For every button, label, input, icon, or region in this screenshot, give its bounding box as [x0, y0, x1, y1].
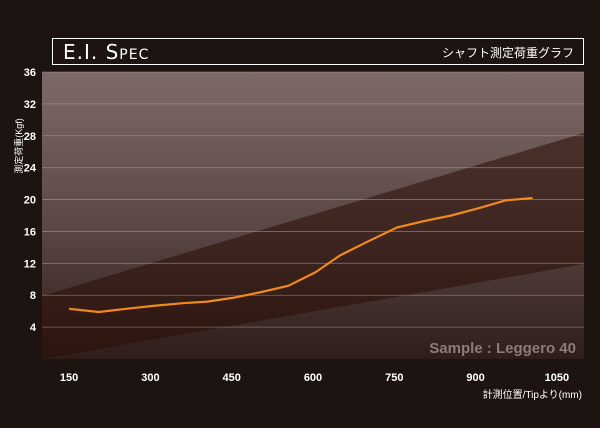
y-tick-label: 36: [24, 67, 36, 79]
chart-subtitle: シャフト測定荷重グラフ: [441, 46, 574, 60]
x-tick-label: 600: [304, 372, 322, 384]
x-tick-label: 900: [466, 372, 484, 384]
chart-title: E.I. Spec: [63, 40, 150, 64]
x-tick-label: 1050: [545, 372, 569, 384]
y-tick-label: 32: [24, 99, 36, 111]
x-tick-label: 150: [60, 372, 78, 384]
y-tick-label: 12: [24, 258, 36, 270]
y-tick-label: 16: [24, 226, 36, 238]
sample-annotation: Sample : Leggero 40: [429, 340, 576, 357]
range-band: [42, 133, 584, 359]
title-box: E.I. Spec シャフト測定荷重グラフ: [52, 38, 584, 65]
y-tick-label: 28: [24, 131, 36, 143]
y-axis-label: 測定荷重(Kgf): [13, 118, 24, 174]
series-line: [68, 196, 533, 314]
y-tick-label: 24: [24, 163, 37, 175]
y-tick-label: 20: [24, 195, 36, 207]
y-tick-label: 8: [30, 290, 36, 302]
y-tick-label: 4: [30, 322, 37, 334]
x-tick-label: 750: [385, 372, 403, 384]
x-tick-label: 300: [141, 372, 159, 384]
x-axis-label: 計測位置/Tipより(mm): [483, 388, 582, 401]
x-tick-label: 450: [223, 372, 241, 384]
